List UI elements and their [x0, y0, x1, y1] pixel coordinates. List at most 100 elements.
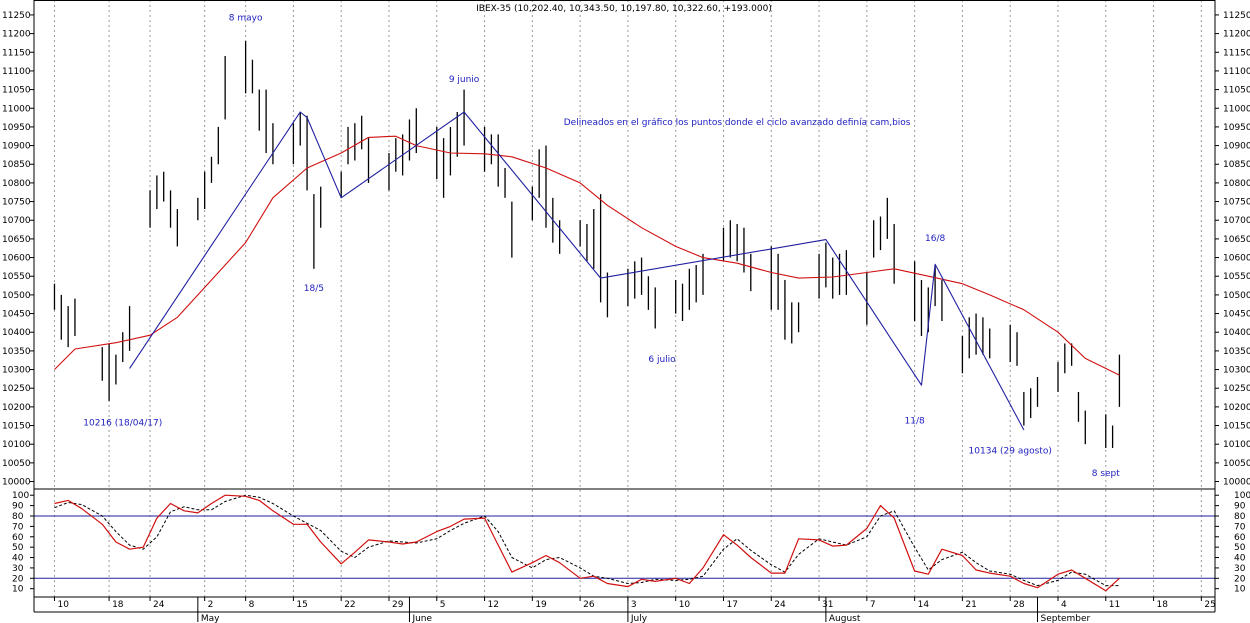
osc-tick-label: 100 — [1234, 491, 1250, 501]
annotation: 11/8 — [905, 417, 925, 427]
price-tick-label: 10550 — [2, 272, 31, 282]
osc-tick-label: 80 — [12, 512, 24, 522]
annotation: 16/8 — [925, 234, 945, 244]
price-tick-label: 10950 — [2, 123, 31, 133]
osc-tick-label: 50 — [1234, 543, 1246, 553]
day-tick-label: 15 — [296, 600, 307, 610]
day-tick-label: 18 — [112, 600, 124, 610]
price-tick-label: 10700 — [1223, 216, 1250, 226]
oscillator-fast-line — [54, 494, 1120, 592]
day-tick-label: 19 — [535, 600, 547, 610]
day-tick-label: 3 — [631, 600, 637, 610]
price-tick-label: 10000 — [2, 478, 31, 488]
day-tick-label: 21 — [965, 600, 976, 610]
month-label: September — [1041, 614, 1091, 623]
price-tick-label: 10350 — [2, 347, 31, 357]
price-tick-label: 11150 — [2, 48, 31, 58]
day-tick-label: 5 — [440, 600, 446, 610]
day-tick-label: 8 — [249, 600, 255, 610]
price-tick-label: 10900 — [2, 142, 31, 152]
month-label: May — [201, 614, 220, 623]
annotation: Delineados en el gráfico los puntos dond… — [564, 118, 911, 128]
price-tick-label: 10800 — [2, 179, 31, 189]
price-tick-label: 10550 — [1223, 272, 1250, 282]
price-tick-label: 10100 — [1223, 440, 1250, 450]
price-tick-label: 10600 — [2, 254, 31, 264]
osc-tick-label: 70 — [12, 522, 24, 532]
price-tick-label: 10200 — [2, 403, 31, 413]
price-tick-label: 10300 — [1223, 366, 1250, 376]
price-tick-label: 10300 — [2, 366, 31, 376]
price-tick-label: 10350 — [1223, 347, 1250, 357]
day-tick-label: 11 — [1109, 600, 1120, 610]
price-tick-label: 10850 — [1223, 160, 1250, 170]
month-label: July — [630, 614, 648, 623]
price-tick-label: 10500 — [1223, 291, 1250, 301]
chart-frame — [33, 0, 1216, 613]
day-tick-label: 10 — [679, 600, 691, 610]
price-tick-label: 10500 — [2, 291, 31, 301]
price-tick-label: 11100 — [1223, 67, 1250, 77]
day-tick-label: 22 — [344, 600, 355, 610]
annotation: 18/5 — [304, 284, 324, 294]
day-tick-label: 26 — [583, 600, 595, 610]
price-tick-label: 10400 — [2, 328, 31, 338]
annotation: 8 mayo — [229, 14, 263, 24]
price-tick-label: 10150 — [1223, 422, 1250, 432]
price-tick-label: 10150 — [2, 422, 31, 432]
osc-tick-label: 60 — [1234, 533, 1246, 543]
price-tick-label: 11000 — [2, 104, 31, 114]
price-tick-label: 11150 — [1223, 48, 1250, 58]
day-tick-label: 10 — [57, 600, 69, 610]
price-tick-label: 10100 — [2, 440, 31, 450]
osc-tick-label: 50 — [12, 543, 24, 553]
annotation: 8 sept — [1092, 469, 1121, 479]
osc-tick-label: 30 — [12, 564, 24, 574]
price-panel — [53, 41, 1121, 448]
day-tick-label: 7 — [870, 600, 876, 610]
price-tick-label: 11100 — [2, 67, 31, 77]
day-tick-label: 31 — [822, 600, 833, 610]
price-tick-label: 10250 — [1223, 384, 1250, 394]
price-tick-label: 10950 — [1223, 123, 1250, 133]
annotation: 10216 (18/04/17) — [83, 419, 162, 429]
oscillator-slow-line — [54, 494, 1120, 587]
price-tick-label: 11050 — [1223, 86, 1250, 96]
price-tick-label: 10050 — [2, 459, 31, 469]
price-tick-label: 10250 — [2, 384, 31, 394]
osc-tick-label: 20 — [12, 574, 24, 584]
price-tick-label: 10850 — [2, 160, 31, 170]
annotation: 10134 (29 agosto) — [969, 447, 1052, 457]
osc-tick-label: 80 — [1234, 512, 1246, 522]
osc-tick-label: 100 — [12, 491, 29, 501]
price-tick-label: 10750 — [1223, 198, 1250, 208]
osc-tick-label: 10 — [1234, 585, 1246, 595]
day-tick-label: 24 — [774, 600, 786, 610]
osc-tick-label: 70 — [1234, 522, 1246, 532]
day-tick-label: 14 — [918, 600, 930, 610]
price-tick-label: 11200 — [2, 30, 31, 40]
osc-tick-label: 90 — [12, 502, 24, 512]
price-tick-label: 10800 — [1223, 179, 1250, 189]
day-tick-label: 4 — [1061, 600, 1067, 610]
price-tick-label: 10700 — [2, 216, 31, 226]
moving-average-line — [54, 135, 1120, 376]
osc-tick-label: 90 — [1234, 502, 1246, 512]
price-tick-label: 10450 — [1223, 310, 1250, 320]
day-tick-label: 12 — [488, 600, 499, 610]
day-tick-label: 18 — [1157, 600, 1169, 610]
osc-tick-label: 40 — [12, 554, 24, 564]
chart-title: IBEX-35 (10,202.40, 10,343.50, 10,197.80… — [476, 4, 772, 14]
oscillator-panel — [34, 494, 1215, 592]
day-tick-label: 25 — [1204, 600, 1215, 610]
day-tick-label: 17 — [726, 600, 737, 610]
price-tick-label: 11000 — [1223, 104, 1250, 114]
price-tick-label: 10400 — [1223, 328, 1250, 338]
price-tick-label: 11200 — [1223, 30, 1250, 40]
osc-tick-label: 20 — [1234, 574, 1246, 584]
osc-tick-label: 40 — [1234, 554, 1246, 564]
price-tick-label: 10200 — [1223, 403, 1250, 413]
price-tick-label: 10450 — [2, 310, 31, 320]
